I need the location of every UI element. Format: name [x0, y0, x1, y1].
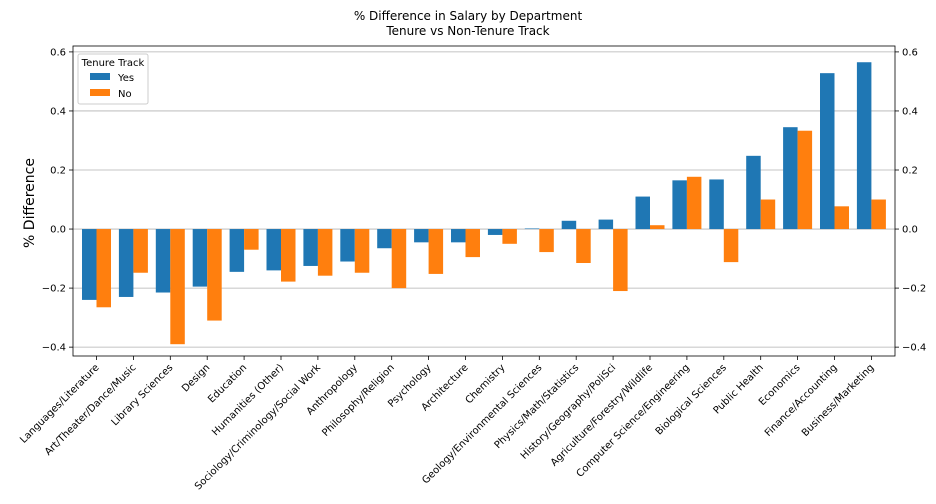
bar-yes-2 — [155, 229, 171, 293]
bar-yes-20 — [820, 73, 835, 230]
y-tick-label-right: 0.0 — [902, 225, 918, 236]
bar-no-19 — [797, 130, 813, 230]
bar-no-4 — [244, 229, 259, 250]
bar-no-12 — [539, 229, 554, 253]
chart-title: % Difference in Salary by Department — [354, 9, 583, 23]
bar-yes-10 — [451, 229, 466, 243]
legend-swatch-yes — [90, 73, 110, 80]
bar-no-7 — [354, 229, 370, 273]
legend-label-no: No — [118, 89, 132, 100]
bar-no-14 — [613, 229, 628, 292]
bar-yes-7 — [340, 229, 355, 262]
bar-yes-4 — [229, 229, 245, 272]
y-tick-label: 0.2 — [50, 166, 66, 177]
legend-label-yes: Yes — [117, 73, 134, 84]
bar-yes-13 — [561, 220, 577, 230]
y-tick-label: 0.0 — [50, 225, 66, 236]
legend-title: Tenure Track — [81, 58, 145, 69]
x-tick-label: Humanities (Other) — [210, 362, 286, 438]
bar-yes-8 — [377, 229, 392, 249]
bar-yes-3 — [192, 229, 208, 287]
bar-no-15 — [650, 225, 665, 230]
bar-no-3 — [207, 229, 222, 321]
x-tick-label: Library Sciences — [110, 362, 176, 428]
x-tick-label: Biological Sciences — [654, 362, 729, 437]
y-axis-label: % Difference — [22, 158, 38, 248]
legend-swatch-no — [90, 89, 110, 96]
x-ticks: Languages/LiteratureArt/Theater/Dance/Mu… — [18, 356, 877, 492]
bar-yes-17 — [709, 179, 724, 230]
y-tick-label: −0.4 — [42, 343, 66, 354]
bar-no-9 — [428, 229, 444, 274]
chart-subtitle: Tenure vs Non-Tenure Track — [385, 24, 549, 38]
bar-yes-21 — [856, 62, 872, 230]
bar-yes-6 — [303, 229, 318, 266]
bar-no-18 — [760, 199, 776, 230]
bar-yes-0 — [82, 229, 97, 300]
y-tick-label-right: 0.6 — [902, 47, 918, 58]
y-tick-label-right: −0.2 — [902, 284, 926, 295]
bar-yes-1 — [118, 229, 134, 297]
y-tick-label-right: 0.4 — [902, 106, 918, 117]
bar-no-1 — [133, 229, 148, 273]
x-tick-label: Business/Marketing — [800, 362, 877, 439]
bar-no-2 — [170, 229, 185, 345]
bar-yes-16 — [672, 180, 687, 230]
bar-yes-14 — [598, 219, 614, 230]
bar-no-13 — [576, 229, 591, 263]
bars — [82, 62, 886, 345]
x-tick-label: Finance/Accounting — [763, 362, 840, 439]
x-tick-label: Philosophy/Religion — [320, 362, 396, 438]
bar-no-0 — [96, 229, 111, 308]
bar-yes-15 — [635, 196, 650, 230]
y-tick-label: 0.6 — [50, 47, 66, 58]
bar-yes-11 — [487, 229, 503, 235]
bar-no-21 — [871, 199, 886, 230]
y-ticks-left: −0.4 −0.2 0.0 0.2 0.4 0.6 — [42, 47, 73, 354]
bar-no-6 — [317, 229, 333, 276]
bar-no-11 — [502, 229, 517, 244]
plot-frame — [72, 45, 896, 357]
legend: Tenure Track Yes No — [77, 53, 149, 105]
y-tick-label-right: 0.2 — [902, 166, 918, 177]
bar-no-16 — [686, 176, 702, 230]
y-ticks-right: −0.4 −0.2 0.0 0.2 0.4 0.6 — [895, 47, 926, 354]
bar-no-8 — [391, 229, 407, 289]
x-tick-label: Design — [180, 362, 212, 394]
y-tick-label: 0.4 — [50, 106, 66, 117]
y-tick-label: −0.2 — [42, 284, 66, 295]
bar-yes-9 — [414, 229, 429, 243]
y-tick-label-right: −0.4 — [902, 343, 926, 354]
bar-yes-12 — [524, 228, 540, 230]
axes — [72, 45, 896, 357]
bar-no-20 — [834, 206, 849, 230]
bar-yes-19 — [783, 127, 798, 230]
bar-no-10 — [465, 229, 480, 258]
bar-yes-5 — [266, 229, 281, 271]
bar-yes-18 — [746, 155, 761, 230]
bar-no-5 — [281, 229, 296, 282]
bar-no-17 — [723, 229, 739, 263]
